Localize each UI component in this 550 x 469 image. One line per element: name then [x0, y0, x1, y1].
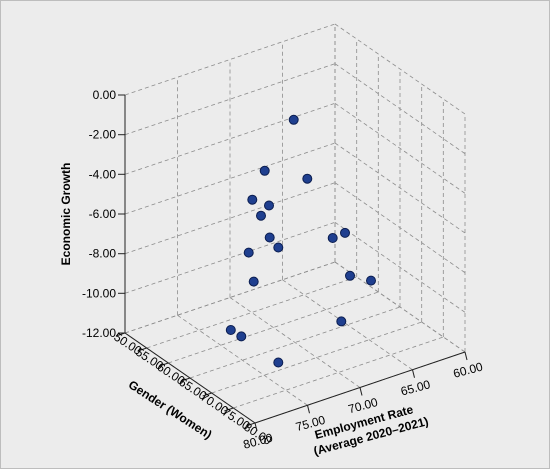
data-point: [225, 325, 236, 335]
data-point: [302, 173, 313, 184]
employment-axis-tick-label: 60.00: [452, 359, 485, 380]
z-axis-tick-label: -6.00: [89, 207, 117, 221]
grid-line: [124, 63, 336, 136]
employment-axis-tick: [254, 422, 258, 432]
z-axis-tick-label: -12.00: [82, 326, 116, 340]
z-axis-tick-label: 0.00: [93, 88, 117, 102]
data-point: [288, 114, 299, 125]
employment-axis-tick: [359, 387, 363, 396]
grid-line: [334, 261, 466, 353]
z-axis-tick-label: -2.00: [89, 128, 117, 142]
grid-line: [211, 321, 422, 394]
data-points: [225, 114, 376, 368]
z-axis-tick-label: -8.00: [89, 247, 117, 261]
data-point: [366, 275, 376, 286]
z-axis-title: Economic Growth: [59, 163, 73, 266]
data-point: [273, 242, 284, 253]
data-point: [273, 357, 284, 368]
data-point: [248, 276, 259, 287]
grid-line: [229, 297, 361, 388]
gender-axis-tick: [115, 332, 126, 337]
gender-axis-tick: [245, 422, 256, 427]
data-point: [336, 316, 347, 327]
data-point: [340, 227, 350, 238]
employment-axis-tick-label: 65.00: [399, 377, 432, 398]
data-point: [327, 233, 338, 243]
employment-axis-tick: [307, 405, 310, 414]
employment-axis-tick: [412, 369, 415, 378]
grid-line: [124, 221, 336, 294]
data-point: [247, 194, 258, 205]
grid-line: [124, 182, 336, 255]
grid-line: [124, 23, 336, 96]
grid-line: [177, 314, 308, 406]
gender-axis-tick: [224, 407, 234, 412]
grid-line: [334, 23, 466, 115]
data-point: [264, 200, 274, 211]
gender-axis-tick: [180, 377, 191, 382]
gender-axis-tick: [137, 347, 147, 352]
grid-line: [168, 291, 379, 364]
grid-line: [189, 306, 401, 379]
data-point: [345, 270, 355, 281]
grid-line: [334, 221, 466, 313]
grid-line: [124, 261, 336, 334]
grid-layer: [124, 23, 466, 424]
grid-line: [334, 102, 466, 194]
z-axis-tick-label: -4.00: [89, 167, 117, 181]
gender-axis-tick: [202, 392, 212, 397]
employment-axis-tick: [464, 351, 468, 361]
data-point: [259, 165, 270, 176]
data-point: [264, 232, 275, 243]
grid-line: [233, 336, 444, 409]
grid-line: [124, 102, 336, 175]
grid-line: [146, 276, 357, 349]
data-point: [243, 247, 254, 258]
gender-axis-tick: [159, 362, 169, 367]
grid-line: [282, 279, 413, 371]
data-point: [256, 210, 266, 221]
z-axis-tick-label: -10.00: [82, 286, 116, 300]
grid-line: [124, 142, 336, 215]
data-point: [236, 331, 247, 342]
